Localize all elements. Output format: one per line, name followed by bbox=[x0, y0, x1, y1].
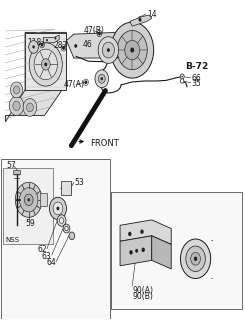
Text: 46: 46 bbox=[83, 40, 93, 49]
Circle shape bbox=[98, 32, 101, 36]
Circle shape bbox=[63, 224, 70, 233]
Circle shape bbox=[98, 74, 105, 83]
Bar bbox=[3, 168, 53, 244]
Polygon shape bbox=[6, 33, 66, 122]
Polygon shape bbox=[25, 33, 66, 90]
Circle shape bbox=[19, 188, 38, 212]
Circle shape bbox=[44, 62, 47, 66]
Circle shape bbox=[49, 197, 66, 220]
Circle shape bbox=[9, 96, 24, 116]
Circle shape bbox=[41, 43, 44, 47]
Circle shape bbox=[135, 249, 138, 253]
Circle shape bbox=[41, 59, 50, 70]
Text: 66: 66 bbox=[191, 74, 201, 83]
Circle shape bbox=[57, 215, 66, 226]
Circle shape bbox=[182, 76, 183, 77]
Circle shape bbox=[11, 82, 23, 98]
Circle shape bbox=[53, 202, 63, 215]
Circle shape bbox=[55, 37, 57, 40]
Circle shape bbox=[15, 182, 42, 217]
Bar bbox=[40, 194, 48, 206]
Circle shape bbox=[125, 40, 140, 60]
Text: 64: 64 bbox=[46, 258, 56, 267]
Circle shape bbox=[181, 239, 211, 278]
Text: FRONT: FRONT bbox=[90, 139, 119, 148]
Circle shape bbox=[29, 41, 38, 53]
Circle shape bbox=[186, 246, 205, 271]
Text: B-72: B-72 bbox=[185, 62, 208, 71]
Circle shape bbox=[128, 232, 132, 236]
Circle shape bbox=[27, 198, 30, 201]
Circle shape bbox=[181, 79, 184, 83]
Circle shape bbox=[57, 206, 59, 210]
Circle shape bbox=[107, 48, 110, 52]
Circle shape bbox=[117, 30, 147, 70]
Polygon shape bbox=[120, 236, 152, 266]
Circle shape bbox=[194, 257, 197, 261]
Circle shape bbox=[74, 44, 77, 48]
Text: 118: 118 bbox=[27, 38, 41, 47]
Text: 63: 63 bbox=[42, 252, 51, 261]
Circle shape bbox=[129, 250, 133, 255]
Text: 47(A): 47(A) bbox=[64, 80, 85, 89]
Circle shape bbox=[59, 218, 64, 223]
Circle shape bbox=[180, 74, 184, 79]
Bar bbox=[1, 159, 110, 319]
Circle shape bbox=[32, 45, 35, 49]
Circle shape bbox=[24, 194, 33, 205]
Circle shape bbox=[13, 86, 20, 94]
Circle shape bbox=[34, 49, 58, 80]
Circle shape bbox=[191, 252, 200, 265]
Circle shape bbox=[46, 39, 48, 42]
Circle shape bbox=[26, 103, 33, 112]
Text: NSS: NSS bbox=[5, 237, 19, 243]
Circle shape bbox=[102, 42, 114, 58]
Polygon shape bbox=[43, 35, 59, 43]
Text: 53: 53 bbox=[74, 178, 84, 187]
Circle shape bbox=[130, 48, 134, 52]
Circle shape bbox=[139, 18, 142, 22]
Circle shape bbox=[101, 77, 103, 80]
Text: 57: 57 bbox=[6, 161, 16, 170]
Polygon shape bbox=[66, 33, 127, 58]
Circle shape bbox=[140, 229, 144, 234]
Circle shape bbox=[13, 101, 20, 111]
Bar bbox=[111, 192, 242, 309]
Text: 287: 287 bbox=[54, 41, 68, 51]
Bar bbox=[13, 170, 20, 174]
Text: 62: 62 bbox=[37, 245, 47, 254]
Circle shape bbox=[65, 226, 68, 231]
Polygon shape bbox=[152, 236, 171, 269]
Circle shape bbox=[98, 37, 119, 63]
Circle shape bbox=[142, 248, 145, 252]
Circle shape bbox=[85, 80, 87, 84]
Text: 35: 35 bbox=[191, 79, 201, 88]
Text: 59: 59 bbox=[25, 219, 35, 228]
Circle shape bbox=[23, 99, 37, 116]
Text: 14: 14 bbox=[147, 10, 157, 19]
Circle shape bbox=[69, 232, 75, 240]
Text: 90(B): 90(B) bbox=[132, 292, 153, 301]
Polygon shape bbox=[130, 15, 152, 26]
Circle shape bbox=[29, 43, 62, 86]
Polygon shape bbox=[120, 220, 171, 244]
Text: 90(A): 90(A) bbox=[132, 286, 153, 295]
Circle shape bbox=[95, 70, 109, 88]
Text: 47(B): 47(B) bbox=[84, 26, 104, 35]
Circle shape bbox=[62, 46, 65, 50]
Circle shape bbox=[111, 22, 154, 78]
Bar bbox=[61, 181, 71, 195]
